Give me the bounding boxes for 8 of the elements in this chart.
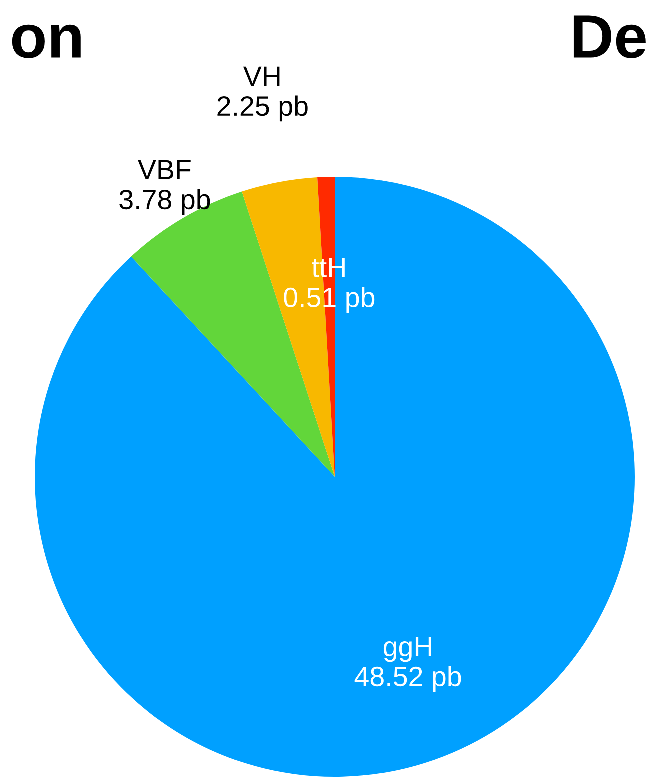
text: on — [12, 24, 81, 58]
slice-label: ggH — [384, 637, 432, 662]
data-label: 48.52 pb — [354, 666, 462, 692]
text: De — [574, 16, 646, 58]
data-label: 2.25 pb — [218, 96, 308, 122]
slice-label: VH — [243, 66, 280, 86]
data-label: 3.78 pb — [120, 189, 210, 216]
slice-label: VBF — [138, 160, 191, 180]
